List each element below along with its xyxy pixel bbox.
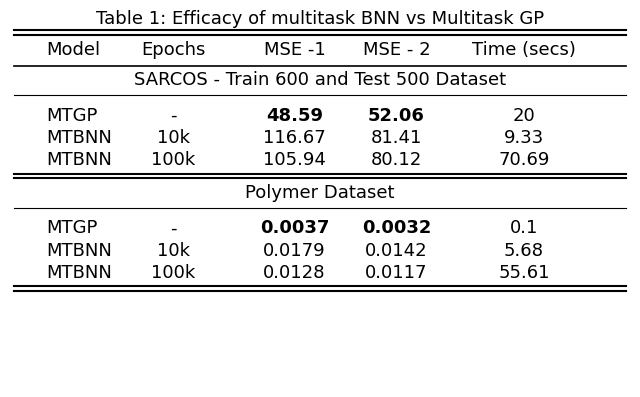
Text: MTGP: MTGP: [46, 220, 97, 237]
Text: 9.33: 9.33: [504, 129, 544, 147]
Text: 100k: 100k: [151, 264, 196, 281]
Text: Polymer Dataset: Polymer Dataset: [245, 184, 395, 202]
Text: 70.69: 70.69: [498, 151, 550, 169]
Text: 20: 20: [513, 107, 535, 125]
Text: MTBNN: MTBNN: [46, 241, 112, 260]
Text: 0.0037: 0.0037: [260, 220, 329, 237]
Text: -: -: [170, 220, 177, 237]
Text: 0.0142: 0.0142: [365, 241, 428, 260]
Text: MTGP: MTGP: [46, 107, 97, 125]
Text: MSE -1: MSE -1: [264, 41, 325, 59]
Text: 0.1: 0.1: [509, 220, 538, 237]
Text: Table 1: Efficacy of multitask BNN vs Multitask GP: Table 1: Efficacy of multitask BNN vs Mu…: [96, 10, 544, 28]
Text: 81.41: 81.41: [371, 129, 422, 147]
Text: -: -: [170, 107, 177, 125]
Text: 10k: 10k: [157, 241, 190, 260]
Text: 0.0179: 0.0179: [263, 241, 326, 260]
Text: Epochs: Epochs: [141, 41, 205, 59]
Text: MSE - 2: MSE - 2: [363, 41, 430, 59]
Text: 100k: 100k: [151, 151, 196, 169]
Text: 48.59: 48.59: [266, 107, 323, 125]
Text: 0.0032: 0.0032: [362, 220, 431, 237]
Text: 55.61: 55.61: [498, 264, 550, 281]
Text: MTBNN: MTBNN: [46, 129, 112, 147]
Text: 105.94: 105.94: [263, 151, 326, 169]
Text: MTBNN: MTBNN: [46, 264, 112, 281]
Text: SARCOS - Train 600 and Test 500 Dataset: SARCOS - Train 600 and Test 500 Dataset: [134, 71, 506, 89]
Text: 116.67: 116.67: [263, 129, 326, 147]
Text: 52.06: 52.06: [368, 107, 425, 125]
Text: Model: Model: [46, 41, 100, 59]
Text: 0.0128: 0.0128: [263, 264, 326, 281]
Text: 80.12: 80.12: [371, 151, 422, 169]
Text: 0.0117: 0.0117: [365, 264, 428, 281]
Text: 10k: 10k: [157, 129, 190, 147]
Text: 5.68: 5.68: [504, 241, 544, 260]
Text: Time (secs): Time (secs): [472, 41, 576, 59]
Text: MTBNN: MTBNN: [46, 151, 112, 169]
